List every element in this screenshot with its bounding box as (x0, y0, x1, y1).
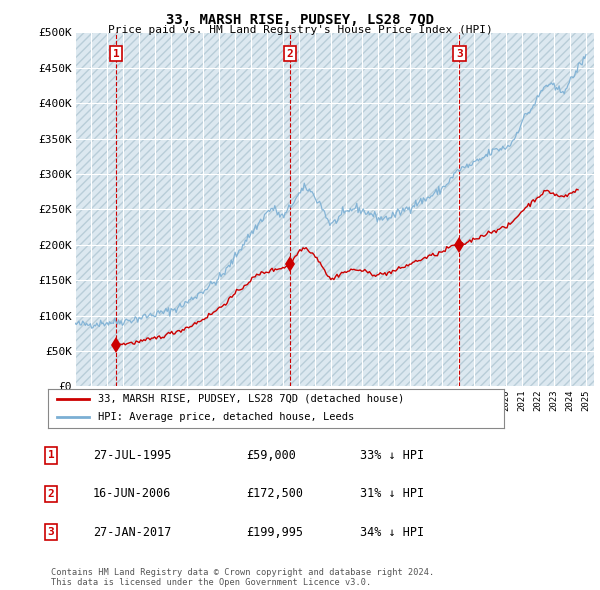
Text: HPI: Average price, detached house, Leeds: HPI: Average price, detached house, Leed… (98, 412, 355, 422)
Text: 27-JAN-2017: 27-JAN-2017 (93, 526, 172, 539)
Text: 3: 3 (47, 527, 55, 537)
Text: 33, MARSH RISE, PUDSEY, LS28 7QD (detached house): 33, MARSH RISE, PUDSEY, LS28 7QD (detach… (98, 394, 404, 404)
Text: 31% ↓ HPI: 31% ↓ HPI (360, 487, 424, 500)
Text: 16-JUN-2006: 16-JUN-2006 (93, 487, 172, 500)
Text: 34% ↓ HPI: 34% ↓ HPI (360, 526, 424, 539)
Text: 33, MARSH RISE, PUDSEY, LS28 7QD: 33, MARSH RISE, PUDSEY, LS28 7QD (166, 13, 434, 27)
Text: 3: 3 (456, 49, 463, 58)
Text: £199,995: £199,995 (246, 526, 303, 539)
Text: 2: 2 (47, 489, 55, 499)
Text: 27-JUL-1995: 27-JUL-1995 (93, 449, 172, 462)
Text: £59,000: £59,000 (246, 449, 296, 462)
Text: 33% ↓ HPI: 33% ↓ HPI (360, 449, 424, 462)
Text: 1: 1 (113, 49, 119, 58)
Text: Contains HM Land Registry data © Crown copyright and database right 2024.
This d: Contains HM Land Registry data © Crown c… (51, 568, 434, 587)
Text: £172,500: £172,500 (246, 487, 303, 500)
Text: 2: 2 (287, 49, 293, 58)
Text: 1: 1 (47, 451, 55, 460)
Text: Price paid vs. HM Land Registry's House Price Index (HPI): Price paid vs. HM Land Registry's House … (107, 25, 493, 35)
